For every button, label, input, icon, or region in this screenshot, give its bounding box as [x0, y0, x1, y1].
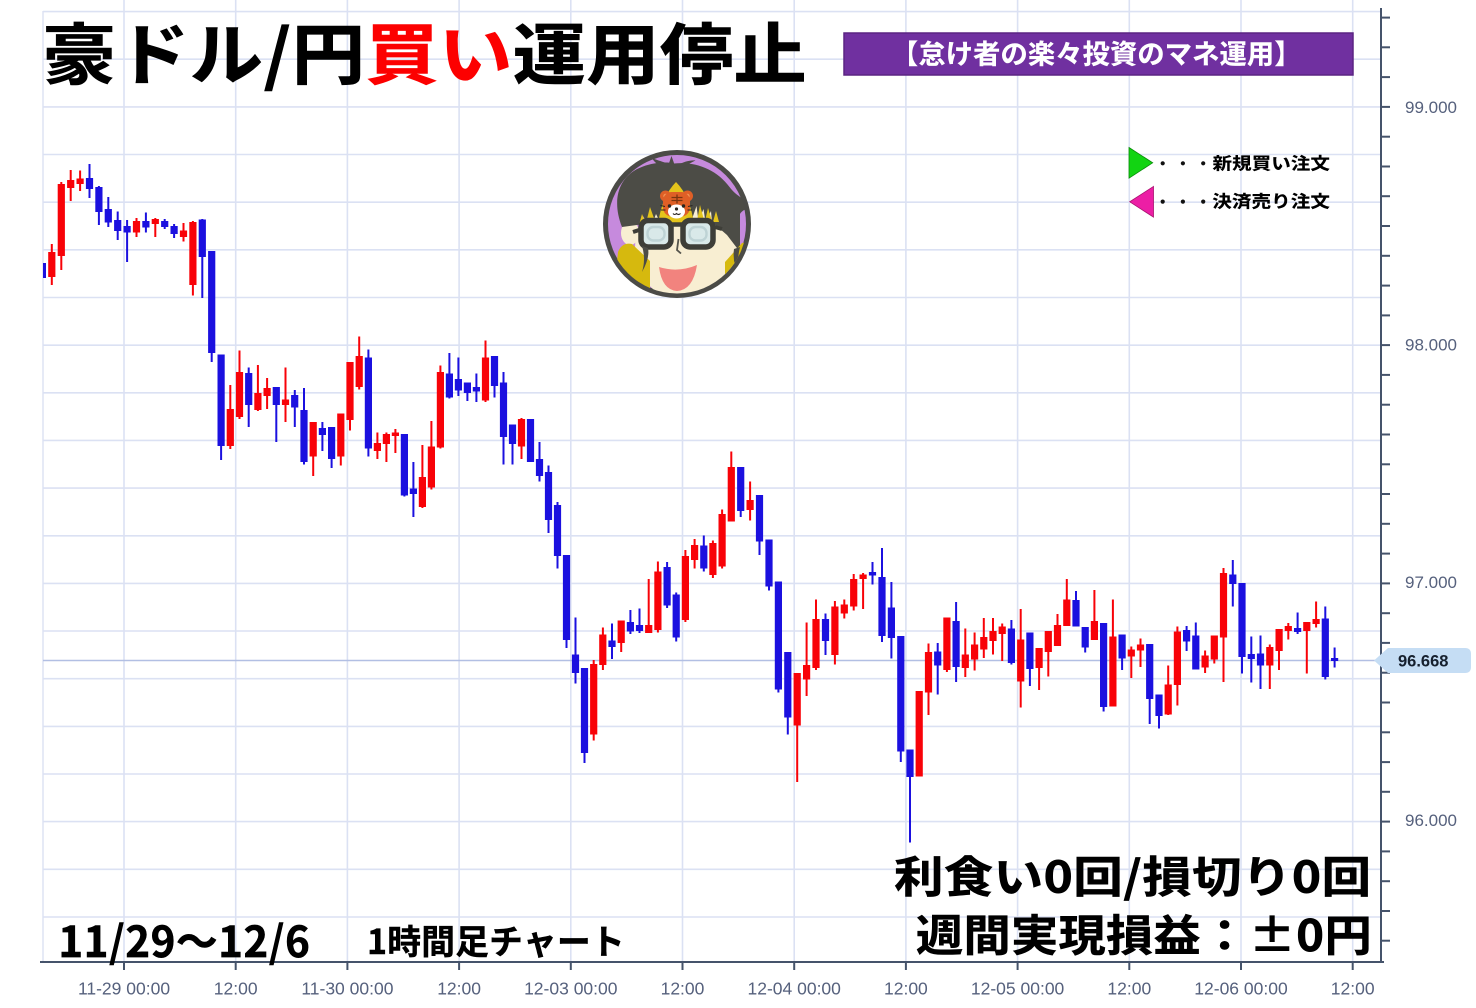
svg-text:97.000: 97.000 — [1405, 573, 1457, 592]
svg-text:99.000: 99.000 — [1405, 98, 1457, 117]
svg-text:12:00: 12:00 — [437, 979, 481, 999]
svg-text:11-30 00:00: 11-30 00:00 — [301, 979, 393, 999]
svg-text:12:00: 12:00 — [214, 979, 258, 999]
svg-text:12:00: 12:00 — [661, 979, 705, 999]
svg-text:12-04 00:00: 12-04 00:00 — [747, 979, 841, 999]
svg-text:12:00: 12:00 — [1107, 979, 1151, 999]
svg-text:11-29 00:00: 11-29 00:00 — [78, 979, 170, 999]
svg-text:12-03 00:00: 12-03 00:00 — [524, 979, 618, 999]
svg-text:12:00: 12:00 — [1331, 979, 1375, 999]
svg-text:12-05 00:00: 12-05 00:00 — [971, 979, 1065, 999]
svg-text:98.000: 98.000 — [1405, 336, 1457, 355]
svg-text:12-06 00:00: 12-06 00:00 — [1194, 979, 1288, 999]
svg-text:96.668: 96.668 — [1398, 653, 1448, 671]
svg-text:96.000: 96.000 — [1405, 811, 1457, 830]
svg-text:12:00: 12:00 — [884, 979, 928, 999]
